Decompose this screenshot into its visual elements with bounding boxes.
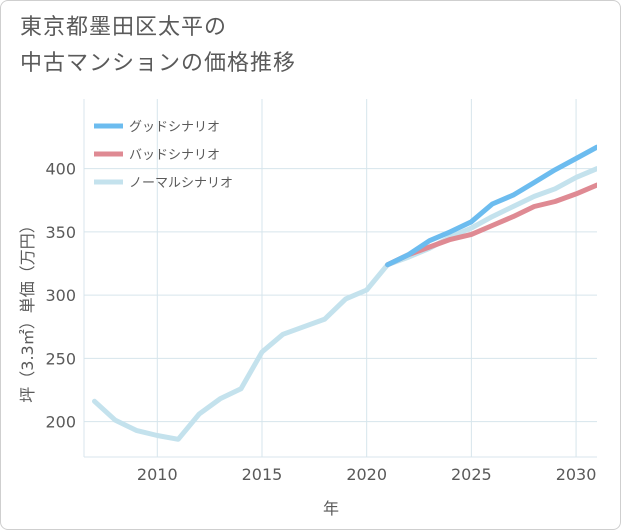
y-tick-labels: 200 250 300 350 400	[45, 160, 76, 432]
legend-label: ノーマルシナリオ	[129, 176, 233, 191]
y-tick-label: 400	[45, 160, 76, 179]
plot-area	[84, 99, 597, 457]
x-axis-label: 年	[323, 499, 339, 518]
x-tick-label: 2020	[346, 465, 387, 484]
y-tick-label: 300	[45, 286, 76, 305]
x-tick-label: 2025	[451, 465, 492, 484]
y-tick-label: 250	[45, 349, 76, 368]
y-tick-label: 350	[45, 223, 76, 242]
series-lines	[92, 144, 597, 442]
y-axis-label: 坪（3.3㎡）単価（万円）	[18, 217, 37, 402]
x-tick-label: 2015	[242, 465, 283, 484]
chart-title-line2: 中古マンションの価格推移	[20, 51, 297, 76]
chart-title: 東京都墨田区太平の 中古マンションの価格推移	[20, 10, 296, 82]
legend-label: バッドシナリオ	[129, 148, 220, 163]
legend-label: グッドシナリオ	[129, 120, 220, 135]
y-tick-label: 200	[45, 413, 76, 432]
x-tick-label: 2030	[556, 465, 597, 484]
series-line-2	[385, 182, 597, 268]
chart-title-line1: 東京都墨田区太平の	[20, 15, 228, 40]
x-tick-labels: 2010 2015 2020 2025 2030	[137, 465, 596, 484]
series-line-1	[385, 144, 597, 268]
series-line-3	[92, 166, 597, 442]
x-tick-label: 2010	[137, 465, 178, 484]
